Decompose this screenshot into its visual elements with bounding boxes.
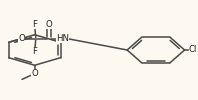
- Text: O: O: [46, 20, 52, 29]
- Text: Cl: Cl: [188, 46, 197, 54]
- Text: O: O: [18, 34, 25, 43]
- Text: HN: HN: [56, 34, 69, 43]
- Text: O: O: [31, 69, 38, 78]
- Text: F: F: [32, 20, 37, 29]
- Text: F: F: [32, 47, 37, 56]
